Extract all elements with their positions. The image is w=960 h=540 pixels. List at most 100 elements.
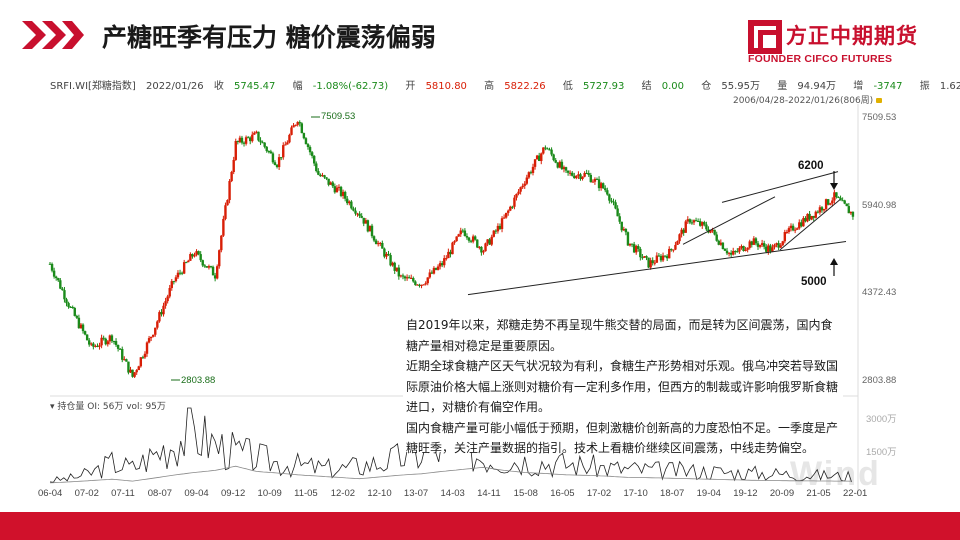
candle-body [777,243,780,248]
candle-body [608,194,611,201]
candle-body [492,230,495,237]
candle-body [655,255,659,263]
candle-body [647,257,650,268]
candle-body [738,248,741,252]
candle-body [414,281,417,285]
candle-body [329,182,332,185]
candle-body [616,208,619,217]
candle-body [67,303,70,307]
candle-body [273,162,277,166]
x-tick-label: 11-05 [294,488,318,499]
candle-body [657,255,661,257]
candle-body [816,211,820,213]
candle-body [308,147,312,153]
candle-body [174,277,178,282]
candle-body [424,283,427,285]
toggle-arrow-icon[interactable]: ▾ [50,402,55,412]
candle-body [696,221,700,223]
candle-body [767,245,770,252]
y-tick-label: 4372.43 [862,287,897,299]
x-tick-label: 20-09 [769,488,795,499]
candle-body [114,341,118,345]
candle-body [436,266,440,270]
candle-body [525,177,529,184]
x-tick-label: 09-12 [220,488,246,499]
candle-body [519,187,522,192]
candle-body [405,277,409,279]
lock-icon[interactable] [876,98,883,103]
x-tick-label: 06-04 [38,488,63,499]
y-tick-label: 5940.98 [862,199,897,211]
candle-body [224,205,227,219]
candle-body [391,262,394,266]
candle-body [88,340,91,345]
candle-body [251,134,254,142]
candle-body [610,200,613,202]
x-tick-label: 10-09 [257,488,282,499]
candle-body [548,149,551,151]
candle-body [542,147,545,154]
candle-body [521,185,524,188]
mid-trendline-2 [779,199,841,251]
candle-body [649,260,652,268]
candle-body [327,178,330,185]
candle-body [63,290,66,300]
candle-body [513,197,516,207]
candle-body [335,187,339,193]
sub-panel-header: ▾ 持仓量 OI: 56万 vol: 95万 [50,399,166,412]
candle-body [304,138,308,145]
candle-body [688,219,692,223]
candle-body [271,153,275,163]
candle-body [182,262,186,274]
candle-body [678,234,681,242]
candle-body [535,155,539,160]
x-tick-label: 07-02 [74,488,99,499]
candle-body [595,178,599,180]
candle-body [434,267,438,270]
candle-body [116,344,120,349]
candle-body [502,217,506,219]
candle-body [851,211,855,217]
candle-body [469,240,473,242]
candle-body [65,299,68,304]
candle-body [313,155,316,164]
candle-body [628,243,632,246]
candle-body [465,235,469,238]
candle-body [571,172,574,176]
candle-body [199,254,202,261]
candle-body [372,236,376,241]
candle-body [269,151,273,154]
candle-body [296,122,299,125]
candle-body [187,260,190,263]
candle-body [517,191,520,194]
candle-body [568,172,572,174]
x-tick-label: 13-07 [403,488,429,499]
page-header: 产糖旺季有压力 糖价震荡偏弱 方正中期期货 FOUNDER CIFCO FUTU… [0,0,960,72]
candle-body [622,228,626,231]
candle-body [626,232,630,246]
price-chart [48,104,859,494]
candle-body [482,251,485,253]
candle-body [319,174,322,177]
candle-body [845,203,848,207]
candle-body [145,342,149,354]
inc-value: -3747 [873,81,903,92]
candle-body [226,200,229,206]
candle-body [736,251,739,253]
candle-body [750,241,753,245]
candle-body [818,207,822,213]
candle-body [808,213,811,220]
candle-body [562,167,566,170]
date-range-text: 2006/04/28-2022/01/26(806周) [733,96,874,106]
x-tick-label: 14-03 [440,488,465,499]
candle-body [711,229,714,231]
candle-body [601,183,605,189]
candle-body [354,210,357,214]
candle-body [554,160,557,163]
candle-body [234,141,237,160]
candle-body [841,200,844,202]
candle-body [149,336,153,339]
candle-body [459,230,462,235]
candle-body [98,345,101,347]
candle-body [317,171,320,175]
